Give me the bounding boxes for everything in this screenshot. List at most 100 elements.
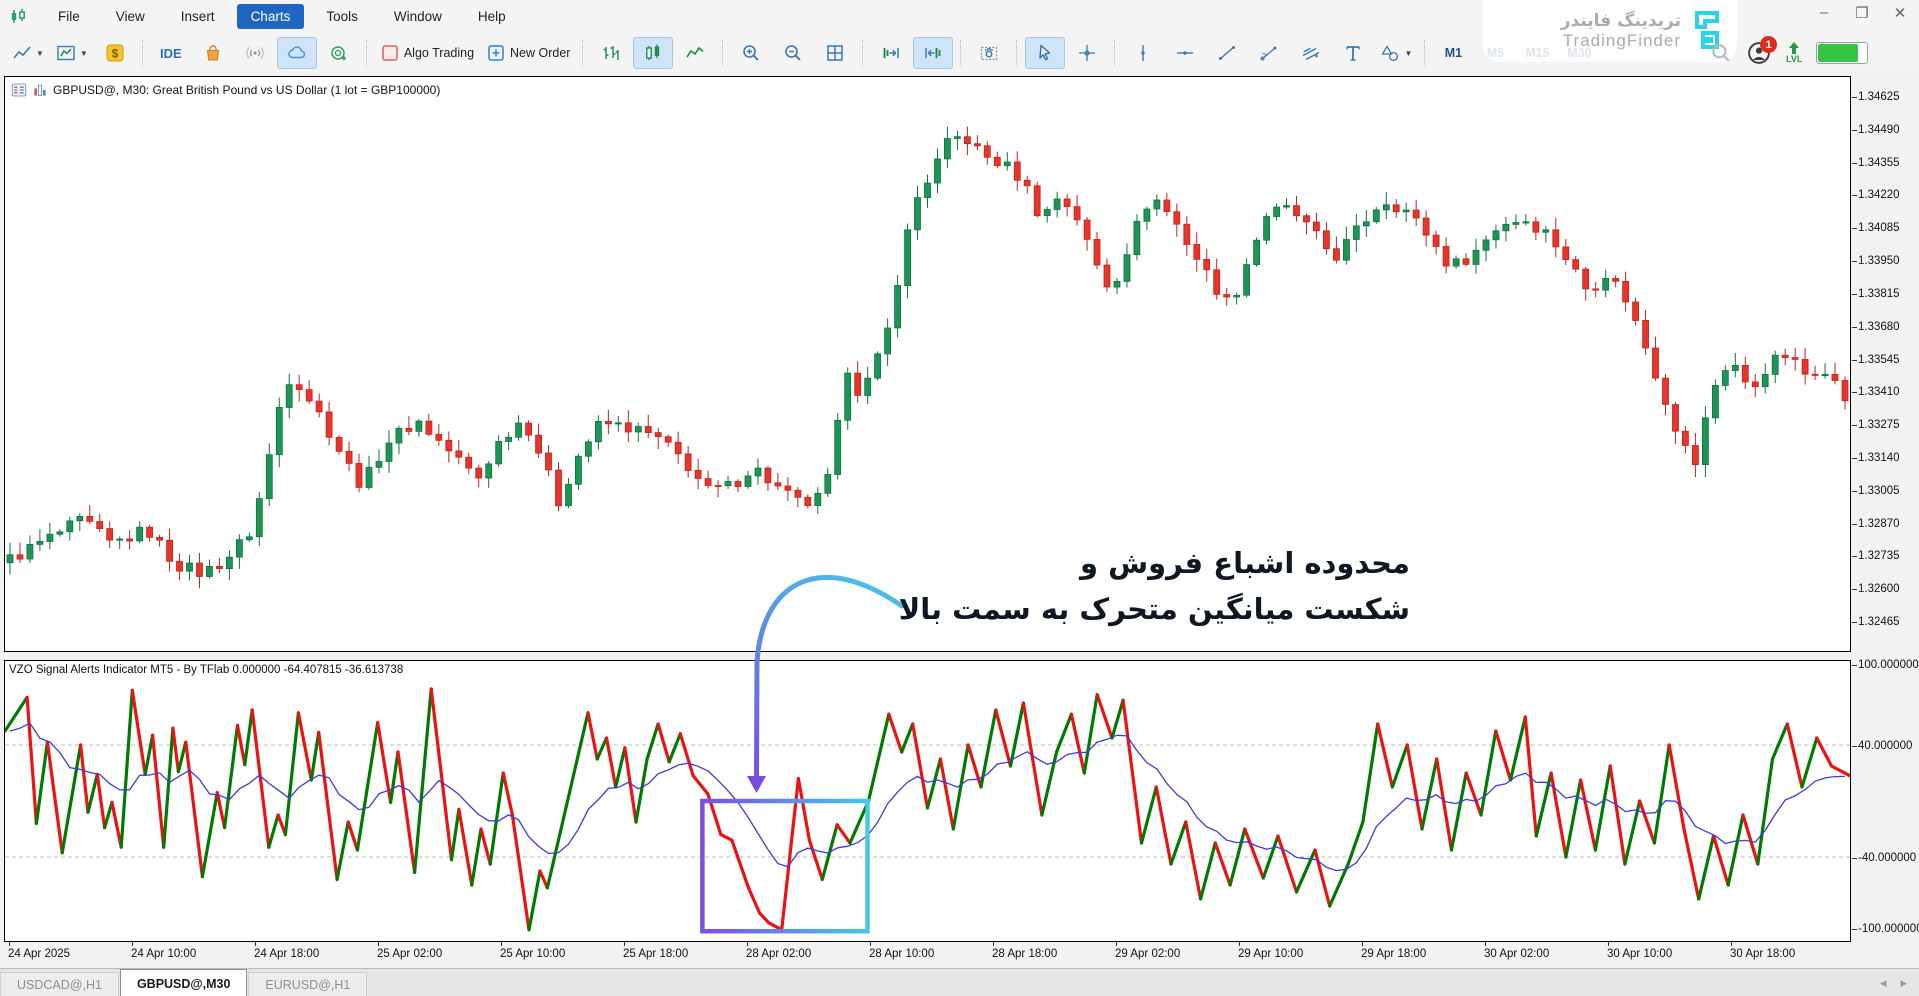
vline-button[interactable]	[1123, 37, 1163, 69]
bars-button[interactable]	[591, 37, 631, 69]
chart-tab-usdcadh1[interactable]: USDCAD@,H1	[0, 972, 119, 996]
crosshair-icon	[1079, 45, 1096, 61]
candlestick-chart[interactable]	[5, 77, 1850, 651]
chart-shift-button[interactable]	[913, 37, 954, 69]
ide-button[interactable]: IDE	[160, 45, 182, 61]
price-tick-label: 1.34490	[1852, 123, 1900, 136]
price-tick-label: 1.33815	[1852, 287, 1900, 300]
battery-indicator	[1816, 42, 1869, 64]
time-tick-label: 28 Apr 10:00	[869, 948, 935, 960]
screenshot-button[interactable]	[969, 37, 1009, 69]
time-tick	[1485, 942, 1486, 946]
time-tick	[1731, 942, 1732, 946]
window-controls: – ❐ ✕	[1815, 4, 1909, 22]
one-click-trading-icon[interactable]	[32, 82, 48, 98]
time-axis[interactable]: 24 Apr 2025 24 Apr 10:00 24 Apr 18:00 25 Ap…	[4, 942, 1919, 968]
signals-button[interactable]	[235, 37, 275, 69]
indicator-tick-label: 40.000000	[1851, 740, 1913, 752]
time-tick	[747, 942, 748, 946]
level-indicator[interactable]: LVL	[1786, 42, 1802, 64]
chart-mode-button[interactable]: ▼	[7, 37, 49, 69]
community-icon	[331, 46, 346, 61]
menu-item-insert[interactable]: Insert	[180, 9, 215, 24]
minimize-button[interactable]: –	[1819, 4, 1829, 21]
menu-item-tools[interactable]: Tools	[326, 9, 358, 24]
new-order-button[interactable]: New Order	[481, 37, 575, 69]
profiles-button[interactable]: ▼	[51, 37, 93, 69]
vzo-indicator-chart[interactable]	[5, 661, 1850, 941]
chart-title-bar: GBPUSD@, M30: Great British Pound vs US …	[11, 82, 440, 98]
depth-of-market-icon[interactable]	[11, 82, 27, 98]
cursor-button[interactable]	[1025, 37, 1066, 69]
toolbar-separator	[862, 40, 864, 66]
account-cluster: 1 LVL	[1710, 33, 1919, 73]
market-button[interactable]	[193, 37, 233, 69]
time-tick	[624, 942, 625, 946]
time-tick-label: 25 Apr 18:00	[623, 948, 689, 960]
indicator-tick-label: -40.000000	[1851, 852, 1917, 864]
support-avatar[interactable]: 1	[1746, 36, 1777, 66]
candles-button[interactable]	[633, 37, 674, 69]
deposit-button[interactable]: $	[95, 37, 135, 69]
price-tick-label: 1.34355	[1852, 156, 1900, 169]
menu-item-view[interactable]: View	[115, 9, 145, 24]
time-tick	[1116, 942, 1117, 946]
hline-button[interactable]	[1165, 37, 1205, 69]
algo-trading-button[interactable]: Algo Trading	[375, 37, 479, 69]
tf-m1-button[interactable]: M1	[1444, 46, 1463, 60]
menu-item-charts[interactable]: Charts	[236, 4, 305, 29]
community-button[interactable]	[319, 37, 359, 69]
indicator-axis[interactable]: 100.000000 40.000000 -40.000000 -100.000000	[1851, 659, 1919, 942]
tile-windows-button[interactable]	[815, 37, 855, 69]
shift-left-icon	[925, 48, 941, 58]
svg-text:$: $	[112, 47, 119, 61]
line-chart-button[interactable]	[675, 37, 715, 69]
main-chart-panel[interactable]: GBPUSD@, M30: Great British Pound vs US …	[4, 76, 1851, 652]
camera-icon	[981, 46, 998, 61]
indicator-panel[interactable]: VZO Signal Alerts Indicator MT5 - By TFl…	[4, 660, 1851, 942]
shapes-icon	[1381, 45, 1399, 62]
menu-item-help[interactable]: Help	[477, 9, 506, 24]
search-icon[interactable]	[1710, 42, 1732, 64]
shapes-button[interactable]: ▼	[1375, 37, 1417, 69]
time-tick-label: 29 Apr 10:00	[1238, 948, 1304, 960]
tab-scroll-buttons: ◂ ▸	[1880, 975, 1907, 991]
toolbar-separator	[960, 40, 962, 66]
signals-icon	[246, 46, 264, 60]
time-tick-label: 29 Apr 18:00	[1361, 948, 1427, 960]
price-tick-label: 1.33950	[1852, 255, 1900, 268]
indicator-label: VZO Signal Alerts Indicator MT5 - By TFl…	[9, 664, 404, 676]
candles-mode-icon	[646, 44, 660, 60]
trendline-button[interactable]	[1207, 37, 1247, 69]
trend-angle-button[interactable]	[1249, 37, 1289, 69]
menu-item-window[interactable]: Window	[393, 9, 442, 24]
auto-scroll-button[interactable]	[871, 37, 911, 69]
chart-preset-icon	[57, 45, 75, 61]
trendline-icon	[1219, 46, 1236, 60]
cloud-button[interactable]	[276, 37, 317, 69]
toolbar-separator	[141, 40, 144, 66]
time-tick-label: 28 Apr 02:00	[746, 948, 812, 960]
crosshair-button[interactable]	[1067, 37, 1107, 69]
price-tick-label: 1.33410	[1852, 386, 1900, 399]
restore-button[interactable]: ❐	[1855, 5, 1869, 22]
time-tick	[870, 942, 871, 946]
zoom-out-icon	[785, 45, 802, 61]
tab-next-icon[interactable]: ▸	[1900, 975, 1907, 990]
chart-tab-eurusdh1[interactable]: EURUSD@,H1	[248, 972, 368, 996]
price-axis[interactable]: 1.34625 1.34490 1.34355 1.34220 1.34085 1.339…	[1851, 76, 1919, 652]
menu-item-file[interactable]: File	[58, 9, 80, 24]
text-button[interactable]	[1333, 37, 1373, 69]
price-tick-label: 1.34625	[1852, 91, 1900, 103]
channel-button[interactable]	[1291, 37, 1331, 69]
close-button[interactable]: ✕	[1893, 5, 1907, 22]
notification-badge[interactable]: 1	[1760, 36, 1777, 53]
chart-tab-gbpusdm30[interactable]: GBPUSD@,M30	[119, 969, 248, 996]
new-order-icon	[488, 45, 504, 61]
time-tick-label: 30 Apr 10:00	[1607, 948, 1673, 960]
zoom-out-button[interactable]	[773, 37, 813, 69]
zoom-in-button[interactable]	[731, 37, 771, 69]
time-tick	[501, 942, 502, 946]
price-tick-label: 1.32600	[1852, 583, 1900, 596]
tab-prev-icon[interactable]: ◂	[1879, 975, 1887, 990]
